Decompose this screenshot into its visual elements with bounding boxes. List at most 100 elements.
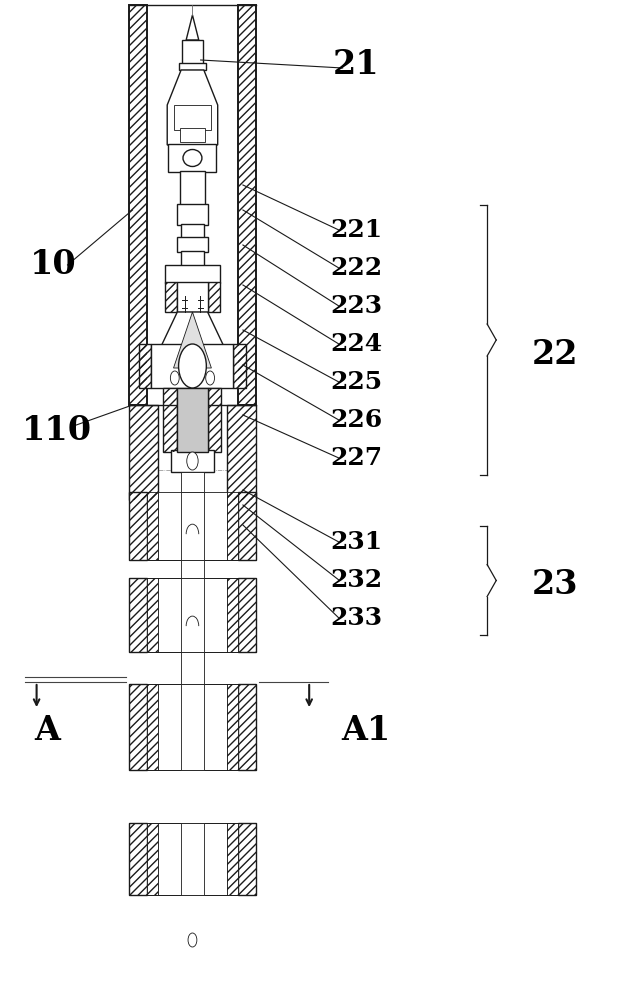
Bar bbox=[158, 684, 227, 770]
Bar bbox=[208, 282, 220, 312]
Text: 233: 233 bbox=[331, 606, 382, 630]
Bar bbox=[158, 492, 227, 560]
Bar bbox=[181, 224, 204, 238]
Bar bbox=[168, 144, 216, 172]
Bar bbox=[171, 450, 214, 472]
Bar bbox=[238, 684, 256, 770]
Bar bbox=[177, 204, 208, 225]
Bar bbox=[238, 5, 256, 405]
Bar bbox=[182, 40, 203, 65]
Bar bbox=[233, 344, 246, 388]
Text: 226: 226 bbox=[331, 408, 382, 432]
Bar bbox=[238, 5, 256, 405]
Text: 22: 22 bbox=[532, 338, 579, 371]
Text: 222: 222 bbox=[331, 256, 382, 280]
Text: 223: 223 bbox=[331, 294, 382, 318]
Bar bbox=[129, 684, 147, 770]
Bar bbox=[238, 578, 256, 652]
Bar bbox=[177, 282, 208, 312]
Bar bbox=[129, 578, 147, 652]
Bar bbox=[227, 405, 256, 500]
Bar bbox=[129, 405, 158, 500]
Bar bbox=[179, 63, 206, 70]
Text: 227: 227 bbox=[331, 446, 382, 470]
Bar bbox=[238, 578, 256, 652]
Bar bbox=[181, 492, 204, 560]
Bar bbox=[238, 823, 256, 895]
Bar bbox=[227, 823, 238, 895]
Circle shape bbox=[188, 933, 197, 947]
Bar bbox=[158, 823, 227, 895]
Bar bbox=[181, 823, 204, 895]
Text: 10: 10 bbox=[30, 248, 77, 282]
Text: 21: 21 bbox=[333, 48, 380, 82]
Text: 231: 231 bbox=[331, 530, 382, 554]
Text: 23: 23 bbox=[532, 568, 579, 601]
Bar bbox=[129, 578, 147, 652]
Bar bbox=[227, 684, 238, 770]
Bar bbox=[174, 105, 211, 130]
Polygon shape bbox=[174, 312, 211, 368]
Polygon shape bbox=[151, 312, 234, 385]
Text: 232: 232 bbox=[331, 568, 382, 592]
Bar bbox=[139, 344, 151, 388]
Bar bbox=[129, 823, 147, 895]
Bar bbox=[227, 492, 238, 560]
Bar bbox=[147, 684, 158, 770]
Text: A1: A1 bbox=[341, 714, 391, 746]
Bar bbox=[227, 492, 238, 560]
Circle shape bbox=[206, 371, 215, 385]
Bar bbox=[181, 251, 204, 266]
Bar bbox=[227, 684, 238, 770]
Bar bbox=[147, 492, 158, 560]
Bar bbox=[181, 472, 204, 710]
Bar bbox=[139, 344, 151, 388]
Bar bbox=[163, 388, 177, 452]
Polygon shape bbox=[167, 70, 218, 145]
Bar bbox=[147, 578, 158, 652]
Circle shape bbox=[179, 344, 206, 388]
Bar bbox=[147, 823, 158, 895]
Bar bbox=[208, 388, 221, 452]
Text: A: A bbox=[34, 714, 61, 746]
Bar bbox=[129, 684, 147, 770]
Text: 225: 225 bbox=[331, 370, 382, 394]
Bar bbox=[238, 492, 256, 560]
Bar bbox=[129, 492, 147, 560]
Bar bbox=[147, 578, 158, 652]
Ellipse shape bbox=[183, 149, 202, 166]
Bar bbox=[163, 388, 177, 452]
Bar bbox=[227, 578, 238, 652]
Bar bbox=[165, 265, 220, 283]
Text: 110: 110 bbox=[21, 414, 92, 446]
Bar bbox=[165, 282, 177, 312]
Bar bbox=[238, 684, 256, 770]
Bar bbox=[238, 823, 256, 895]
Bar bbox=[129, 492, 147, 560]
Bar bbox=[129, 405, 158, 500]
Bar bbox=[147, 823, 158, 895]
Circle shape bbox=[170, 371, 179, 385]
Bar bbox=[129, 5, 147, 405]
Bar bbox=[165, 282, 177, 312]
Bar bbox=[233, 344, 246, 388]
Bar bbox=[227, 578, 238, 652]
Bar bbox=[177, 388, 208, 452]
Bar bbox=[180, 128, 205, 142]
Bar bbox=[181, 578, 204, 652]
Bar bbox=[208, 282, 220, 312]
Bar bbox=[177, 237, 208, 252]
Bar bbox=[147, 492, 158, 560]
Bar bbox=[129, 5, 147, 405]
Bar bbox=[158, 578, 227, 652]
Bar bbox=[129, 823, 147, 895]
Polygon shape bbox=[186, 15, 199, 40]
Bar bbox=[227, 823, 238, 895]
Text: 224: 224 bbox=[331, 332, 382, 356]
Circle shape bbox=[187, 452, 198, 470]
Bar bbox=[151, 344, 233, 388]
Bar bbox=[147, 684, 158, 770]
Bar bbox=[227, 405, 256, 500]
Bar bbox=[208, 388, 221, 452]
Text: 221: 221 bbox=[331, 218, 382, 242]
